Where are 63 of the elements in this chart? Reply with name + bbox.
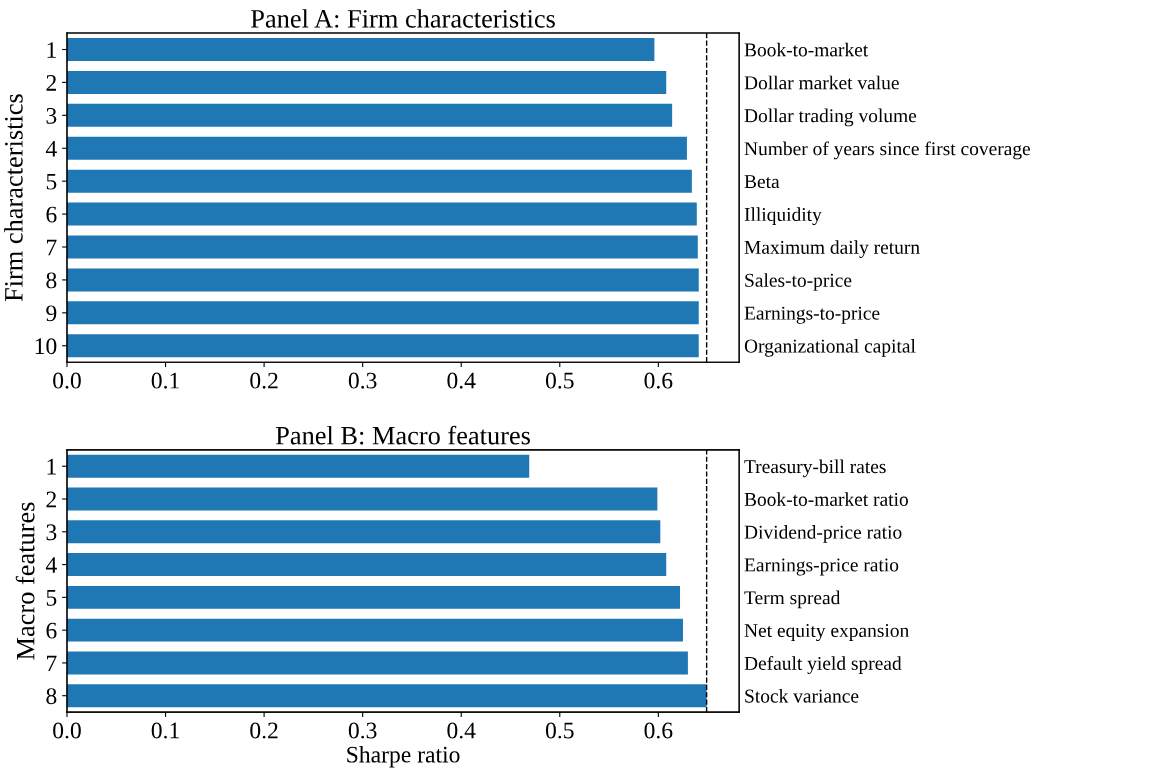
x-tick-label: 0.0 (53, 722, 81, 739)
y-tick-label: 7 (47, 655, 57, 672)
y-tick-label: 5 (46, 590, 57, 606)
chart-title: Panel A: Firm characteristics (251, 9, 555, 28)
y-tick-label: 7 (47, 239, 57, 256)
bar (66, 520, 661, 544)
y2-tick-label: Book-to-market ratio (744, 492, 908, 506)
x-tick-label: 0.3 (348, 722, 377, 739)
bar (66, 651, 688, 675)
x-tick-label: 0.6 (644, 722, 673, 739)
y2-tick-label: Sales-to-price (745, 273, 852, 291)
y2-tick-label: Net equity expansion (744, 623, 909, 642)
y-tick-label: 1 (47, 458, 56, 475)
y2-tick-label: Dollar trading volume (744, 108, 917, 127)
x-tick-label: 0.2 (250, 722, 278, 739)
y-tick-label: 6 (46, 206, 57, 223)
bar (66, 618, 683, 642)
bar (66, 585, 681, 609)
y-tick-label: 6 (46, 622, 57, 639)
y2-tick-label: Illiquidity (744, 207, 822, 226)
bar (66, 553, 667, 577)
y-tick-label: 4 (45, 140, 57, 157)
x-tick-label: 0.5 (545, 372, 574, 389)
y-tick-label: 10 (35, 338, 57, 355)
y-axis-title: Firm characteristics (4, 94, 23, 302)
x-tick-label: 0.1 (151, 372, 179, 389)
y-tick-label: 3 (46, 524, 57, 541)
x-tick-label: 0.2 (250, 372, 278, 389)
y2-tick-label: Default yield spread (744, 656, 902, 674)
y2-tick-label: Maximum daily return (744, 240, 920, 258)
chart-title: Panel B: Macro features (275, 425, 530, 445)
x-tick-label: 0.6 (644, 372, 673, 389)
y-tick-label: 2 (46, 491, 56, 508)
y2-tick-label: Earnings-price ratio (744, 558, 899, 576)
x-tick-label: 0.4 (447, 722, 476, 739)
y-tick-label: 4 (45, 557, 57, 573)
y2-tick-label: Organizational capital (744, 339, 916, 357)
y-tick-label: 9 (46, 305, 57, 322)
y2-tick-label: Dividend-price ratio (744, 525, 902, 543)
y-tick-label: 2 (46, 74, 56, 91)
y2-tick-label: Book-to-market (744, 42, 869, 57)
y-axis-title: Macro features (15, 502, 35, 660)
x-tick-label: 0.0 (53, 372, 81, 389)
y-tick-label: 8 (46, 272, 57, 289)
y-tick-label: 5 (46, 173, 57, 190)
y2-tick-label: Dollar market value (744, 75, 899, 90)
bar (66, 684, 707, 708)
y-tick-label: 8 (46, 688, 57, 705)
x-tick-label: 0.1 (151, 722, 179, 739)
x-tick-label: 0.5 (545, 722, 574, 739)
y-tick-label: 1 (47, 42, 56, 58)
y2-tick-label: Term spread (744, 590, 841, 609)
y2-tick-label: Treasury-bill rates (744, 459, 886, 478)
x-tick-label: 0.3 (348, 372, 377, 389)
y2-tick-label: Number of years since first coverage (744, 141, 1031, 160)
y-tick-label: 3 (46, 107, 57, 124)
y2-tick-label: Stock variance (745, 688, 859, 703)
bar (66, 454, 530, 478)
bar (66, 487, 658, 511)
y2-tick-label: Earnings-to-price (744, 306, 880, 324)
x-axis-title: Sharpe ratio (347, 746, 460, 768)
y2-tick-label: Beta (744, 175, 780, 189)
x-tick-label: 0.4 (447, 372, 476, 389)
